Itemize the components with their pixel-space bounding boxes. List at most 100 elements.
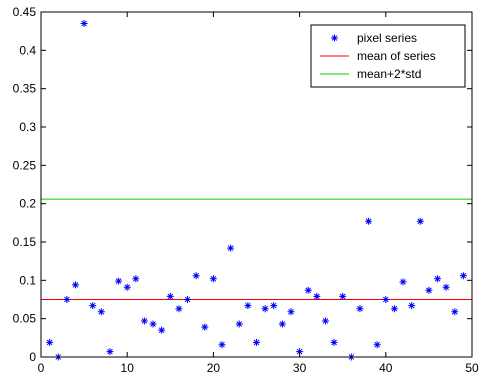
data-point — [365, 217, 373, 225]
legend-asterisk-swatch — [331, 34, 338, 42]
asterisk-marker — [296, 348, 304, 356]
data-point — [218, 341, 226, 349]
x-tick-label: 20 — [207, 361, 221, 375]
asterisk-marker — [158, 326, 166, 334]
y-tick-label: 0.25 — [13, 158, 37, 172]
x-tick-label: 40 — [379, 361, 393, 375]
asterisk-marker — [382, 296, 390, 303]
asterisk-marker — [235, 320, 243, 328]
data-point — [304, 286, 312, 294]
asterisk-marker — [287, 308, 295, 316]
data-point — [390, 305, 398, 313]
data-point — [132, 275, 140, 283]
x-tick-label: 0 — [38, 361, 45, 375]
asterisk-marker — [80, 20, 88, 27]
data-point — [209, 275, 217, 283]
data-point — [459, 272, 467, 280]
data-point — [227, 244, 235, 252]
data-point — [278, 320, 286, 328]
data-point — [399, 278, 407, 286]
y-tick-label: 0.2 — [19, 197, 36, 211]
asterisk-marker — [123, 283, 131, 291]
asterisk-marker — [218, 341, 226, 349]
axes: 0 10 20 30 40 50 0 0.05 0.1 0.15 0.2 0.25 0.3 0.35 0.4… — [13, 5, 479, 375]
legend: pixel series mean of series mean+2*std — [310, 24, 466, 88]
asterisk-marker — [330, 338, 338, 346]
data-point — [123, 283, 131, 291]
x-tick-label: 50 — [465, 361, 479, 375]
asterisk-marker — [278, 320, 286, 328]
y-tick-label: 0 — [29, 350, 36, 364]
x-tick-label: 10 — [121, 361, 135, 375]
asterisk-marker — [261, 305, 269, 313]
asterisk-marker — [227, 244, 235, 252]
legend-label: mean of series — [357, 49, 436, 63]
asterisk-marker — [244, 302, 252, 310]
asterisk-marker — [97, 308, 105, 316]
asterisk-marker — [321, 317, 329, 325]
y-tick-label: 0.15 — [13, 235, 37, 249]
data-point — [192, 272, 200, 280]
asterisk-marker — [140, 317, 148, 325]
asterisk-marker — [63, 296, 71, 303]
asterisk-marker — [390, 305, 398, 313]
asterisk-marker — [192, 272, 200, 280]
y-tick-label: 0.05 — [13, 312, 37, 326]
asterisk-marker — [71, 281, 79, 289]
data-point — [115, 277, 123, 285]
data-point — [175, 305, 183, 313]
asterisk-marker — [331, 34, 338, 42]
asterisk-marker — [89, 302, 97, 310]
data-point — [235, 320, 243, 328]
asterisk-marker — [399, 278, 407, 286]
asterisk-marker — [425, 286, 433, 294]
asterisk-marker — [46, 338, 54, 346]
data-point — [253, 338, 260, 346]
data-point — [313, 292, 321, 300]
asterisk-marker — [416, 217, 424, 225]
plot-area — [41, 20, 472, 361]
asterisk-marker — [356, 305, 364, 313]
asterisk-marker — [451, 308, 459, 316]
asterisk-marker — [166, 292, 174, 300]
data-point — [261, 305, 269, 313]
data-point — [149, 320, 157, 328]
y-tick-label: 0.4 — [19, 43, 36, 57]
data-point — [321, 317, 329, 325]
asterisk-marker — [253, 338, 260, 346]
data-point — [356, 305, 364, 313]
legend-label: mean+2*std — [357, 67, 421, 81]
data-point — [296, 348, 304, 356]
data-point — [408, 302, 416, 310]
asterisk-marker — [434, 275, 442, 283]
data-point — [270, 302, 278, 310]
asterisk-marker — [184, 296, 192, 303]
asterisk-marker — [115, 277, 123, 285]
y-tick-label: 0.3 — [19, 120, 36, 134]
asterisk-marker — [365, 217, 373, 225]
asterisk-marker — [175, 305, 183, 313]
data-point — [97, 308, 105, 316]
data-point — [451, 308, 459, 316]
data-point — [244, 302, 252, 310]
data-point — [140, 317, 148, 325]
asterisk-marker — [132, 275, 140, 283]
data-point — [287, 308, 295, 316]
asterisk-marker — [149, 320, 157, 328]
asterisk-marker — [339, 292, 347, 300]
asterisk-marker — [209, 275, 217, 283]
data-point — [89, 302, 97, 310]
asterisk-marker — [304, 286, 312, 294]
data-point — [373, 341, 381, 349]
data-point — [184, 296, 192, 303]
y-tick-label: 0.1 — [19, 273, 36, 287]
data-point — [80, 20, 88, 27]
data-point — [425, 286, 433, 294]
asterisk-marker — [373, 341, 381, 349]
data-point — [434, 275, 442, 283]
data-point — [382, 296, 390, 303]
asterisk-marker — [442, 283, 450, 291]
asterisk-marker — [313, 292, 321, 300]
asterisk-marker — [201, 323, 209, 331]
asterisk-marker — [459, 272, 467, 280]
